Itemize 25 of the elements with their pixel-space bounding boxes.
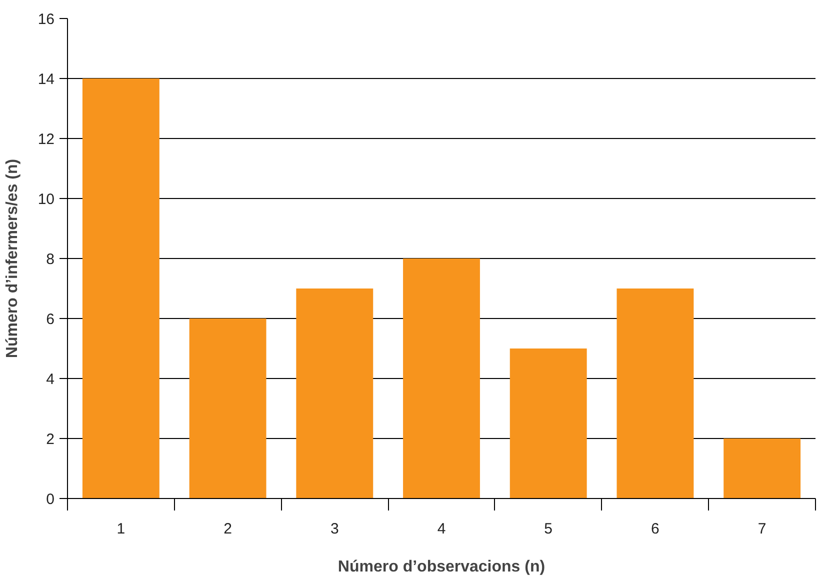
x-tick-label: 5: [544, 520, 553, 538]
bar: [403, 258, 480, 498]
y-tick-label: 0: [46, 491, 54, 508]
x-tick-label: 2: [224, 520, 232, 538]
x-tick-label: 3: [330, 520, 339, 538]
x-tick-label: 4: [437, 520, 446, 538]
bar: [510, 348, 587, 498]
y-tick-label: 12: [38, 131, 55, 148]
bar: [189, 318, 266, 498]
y-tick-label: 14: [38, 71, 55, 88]
y-tick-label: 2: [46, 431, 54, 448]
y-tick-label: 16: [38, 11, 55, 28]
bar: [616, 288, 694, 498]
y-tick-label: 8: [46, 251, 54, 268]
x-axis-title: Número d’observacions (n): [338, 558, 546, 576]
bar: [296, 288, 374, 498]
x-tick-label: 7: [758, 520, 766, 538]
x-tick-label: 6: [651, 520, 660, 538]
y-tick-label: 6: [46, 311, 54, 328]
y-tick-label: 10: [38, 191, 55, 208]
bar: [82, 78, 160, 498]
bar: [724, 438, 801, 498]
y-axis-title: Número d’infermers/es (n): [4, 158, 21, 358]
y-tick-label: 4: [46, 371, 54, 388]
x-tick-label: 1: [116, 520, 126, 538]
